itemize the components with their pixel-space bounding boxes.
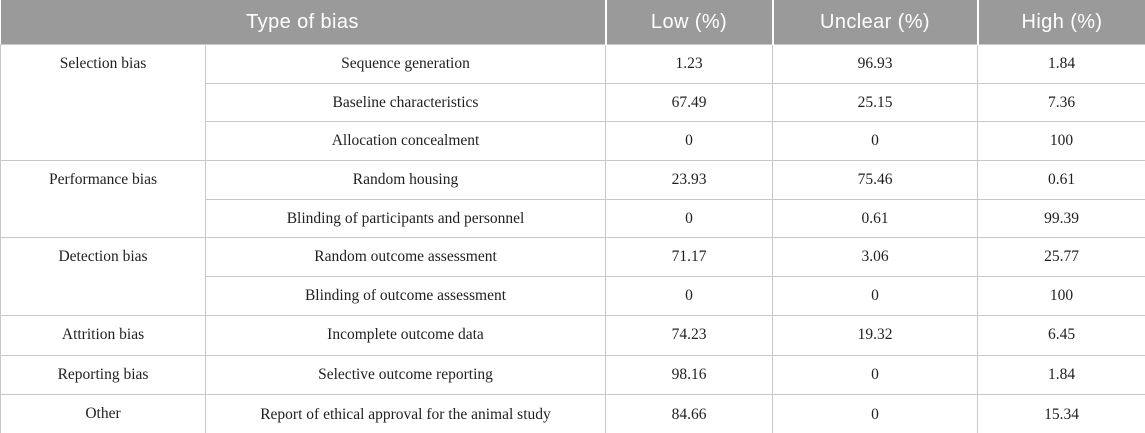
high-value-cell: 99.39 bbox=[977, 198, 1145, 239]
bias-item-cell: Random housing bbox=[205, 160, 606, 200]
header-row: Type of bias Low (%) Unclear (%) High (%… bbox=[0, 0, 1145, 45]
low-value-cell: 98.16 bbox=[605, 354, 773, 396]
unclear-value-cell: 75.46 bbox=[772, 160, 978, 200]
table-row: Selection bias Sequence generation 1.23 … bbox=[0, 43, 1145, 162]
bias-group-cell: Performance bias bbox=[0, 160, 206, 239]
high-value-cell: 6.45 bbox=[977, 314, 1145, 356]
header-unclear: Unclear (%) bbox=[771, 0, 978, 45]
low-value-cell: 0 bbox=[605, 198, 773, 239]
bias-item-cell: Incomplete outcome data bbox=[205, 314, 606, 356]
bias-group-cell: Other bbox=[0, 394, 206, 433]
bias-group-cell: Detection bias bbox=[0, 237, 206, 316]
unclear-value-cell: 0 bbox=[772, 276, 978, 316]
bias-item-cell: Baseline characteristics bbox=[205, 82, 606, 123]
table-row: Detection bias Random outcome assessment… bbox=[0, 237, 1145, 316]
unclear-value-cell: 3.06 bbox=[772, 237, 978, 278]
high-value-cell: 100 bbox=[977, 276, 1145, 316]
bias-group-cell: Attrition bias bbox=[0, 314, 206, 356]
high-value-cell: 15.34 bbox=[977, 394, 1145, 433]
low-value-cell: 23.93 bbox=[605, 160, 773, 200]
low-value-cell: 0 bbox=[605, 121, 773, 162]
table-row: Reporting bias Selective outcome reporti… bbox=[0, 354, 1145, 396]
header-type-of-bias: Type of bias bbox=[0, 0, 606, 45]
bias-group-cell: Selection bias bbox=[0, 43, 206, 162]
bias-item-cell: Selective outcome reporting bbox=[205, 354, 606, 396]
low-value-cell: 0 bbox=[605, 276, 773, 316]
bias-group-cell: Reporting bias bbox=[0, 354, 206, 396]
unclear-value-cell: 0 bbox=[772, 121, 978, 162]
unclear-value-cell: 0 bbox=[772, 394, 978, 433]
low-value-cell: 71.17 bbox=[605, 237, 773, 278]
table-row: Baseline characteristics 67.49 25.15 7.3… bbox=[1, 82, 1145, 123]
unclear-value-cell: 96.93 bbox=[772, 44, 978, 84]
unclear-value-cell: 0 bbox=[772, 354, 978, 396]
table-row: Blinding of participants and personnel 0… bbox=[1, 198, 1145, 239]
header-high: High (%) bbox=[976, 0, 1145, 45]
low-value-cell: 74.23 bbox=[605, 314, 773, 356]
unclear-value-cell: 19.32 bbox=[772, 314, 978, 356]
unclear-value-cell: 25.15 bbox=[772, 82, 978, 123]
high-value-cell: 100 bbox=[977, 121, 1145, 162]
table-row: Attrition bias Incomplete outcome data 7… bbox=[0, 314, 1145, 356]
bias-item-cell: Sequence generation bbox=[205, 44, 606, 84]
low-value-cell: 67.49 bbox=[605, 82, 773, 123]
unclear-value-cell: 0.61 bbox=[772, 198, 978, 239]
high-value-cell: 25.77 bbox=[977, 237, 1145, 278]
bias-item-cell: Random outcome assessment bbox=[205, 237, 606, 278]
bias-item-cell: Allocation concealment bbox=[205, 121, 606, 162]
table-row: Blinding of outcome assessment 0 0 100 bbox=[1, 276, 1145, 316]
high-value-cell: 1.84 bbox=[977, 354, 1145, 396]
high-value-cell: 7.36 bbox=[977, 82, 1145, 123]
low-value-cell: 84.66 bbox=[605, 394, 773, 433]
table-row: Other Report of ethical approval for the… bbox=[0, 394, 1145, 433]
high-value-cell: 1.84 bbox=[977, 44, 1145, 84]
table-row: Allocation concealment 0 0 100 bbox=[1, 121, 1145, 162]
low-value-cell: 1.23 bbox=[605, 44, 773, 84]
table-row: Performance bias Random housing 23.93 75… bbox=[0, 160, 1145, 239]
bias-item-cell: Blinding of outcome assessment bbox=[205, 276, 606, 316]
bias-item-cell: Blinding of participants and personnel bbox=[205, 198, 606, 239]
high-value-cell: 0.61 bbox=[977, 160, 1145, 200]
header-low: Low (%) bbox=[604, 0, 773, 45]
bias-item-cell: Report of ethical approval for the anima… bbox=[205, 394, 606, 433]
